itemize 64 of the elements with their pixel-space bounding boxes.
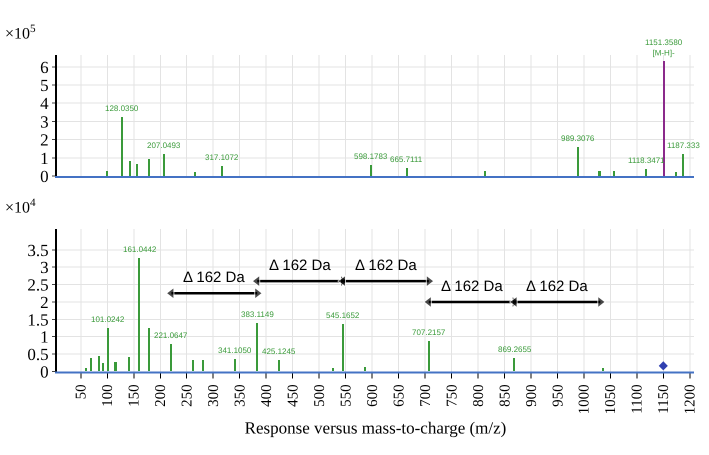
annotation: 101.0242 (91, 315, 125, 324)
x-tick-label: 450 (286, 384, 302, 407)
x-tick-label: 150 (126, 384, 143, 407)
y-tick-label: 1 (40, 328, 49, 347)
x-tick-label: 550 (338, 384, 354, 407)
y-tick-label: 3 (40, 258, 49, 278)
text: ×10$^{4}$ (5, 197, 36, 217)
x-tick-label: 400 (259, 384, 276, 407)
x-tick-label: 600 (364, 384, 381, 407)
annotation: 317.1072 (205, 153, 239, 162)
annotation: 665.7111 (390, 155, 423, 164)
x-tick-label: 950 (550, 384, 566, 407)
y-tick-label: 1 (40, 148, 49, 168)
annotation: 1187.333 (667, 141, 700, 150)
x-tick-label: 800 (470, 384, 487, 407)
annotation: 707.2157 (412, 328, 446, 337)
y-tick-label: 2.5 (27, 276, 49, 295)
annotation: 383.1149 (241, 310, 274, 319)
annotation: Δ 162 Da (526, 278, 588, 295)
annotation: 425.1245 (262, 347, 296, 356)
x-tick-label: 200 (153, 384, 170, 407)
y-tick-label: 3 (40, 112, 49, 132)
annotation: 545.1652 (326, 311, 360, 320)
x-tick-label: 1150 (656, 384, 672, 414)
y-tick-label: 3.5 (27, 240, 49, 260)
annotation: 221.0647 (154, 331, 188, 340)
y-tick-label: 0.5 (27, 344, 49, 364)
x-tick-label: 50 (74, 384, 90, 400)
x-tick-label: 1000 (576, 384, 593, 414)
x-tick-label: 900 (524, 384, 540, 407)
x-tick-label: 350 (232, 384, 249, 407)
y-tick-label: 4 (40, 94, 50, 114)
y-tick-label: 5 (40, 76, 49, 95)
annotation: 161.0442 (123, 245, 157, 254)
x-tick-label: 650 (391, 384, 408, 407)
text: ×10$^{5}$ (5, 23, 36, 43)
y-tick-label: 6 (40, 58, 49, 77)
y-tick-label: 0 (40, 166, 49, 186)
y-tick-label: 0 (40, 362, 49, 382)
y-tick-label: 2 (40, 130, 49, 150)
annotation: 1151.3580 [M-H]- (645, 38, 683, 58)
x-tick-label: 850 (497, 384, 514, 407)
x-tick-label: 300 (206, 384, 222, 407)
x-tick-label: 1050 (603, 384, 620, 414)
y-tick-label: 1.5 (27, 310, 49, 330)
annotation: Δ 162 Da (269, 257, 332, 274)
annotation: Δ 162 Da (355, 257, 418, 274)
x-tick-label: 1200 (682, 384, 699, 414)
annotation: Δ 162 Da (441, 278, 504, 295)
y-tick-label: 2 (40, 292, 49, 312)
annotation: 869.2655 (498, 345, 532, 354)
x-tick-label: 100 (100, 384, 116, 407)
x-tick-label: 1100 (630, 384, 646, 414)
annotation: Δ 162 Da (183, 269, 246, 286)
x-axis-title: Response versus mass-to-charge (m/z) (244, 418, 506, 438)
x-tick-label: 750 (444, 384, 460, 407)
x-tick-label: 500 (312, 384, 328, 407)
annotation: 598.1783 (354, 152, 388, 161)
annotation: 207.0493 (147, 141, 181, 150)
annotation: 989.3076 (561, 134, 595, 143)
x-tick-label: 700 (418, 384, 434, 407)
x-tick-label: 250 (180, 384, 196, 407)
annotation: 341.1050 (218, 346, 252, 355)
annotation: 128.0350 (105, 104, 139, 113)
